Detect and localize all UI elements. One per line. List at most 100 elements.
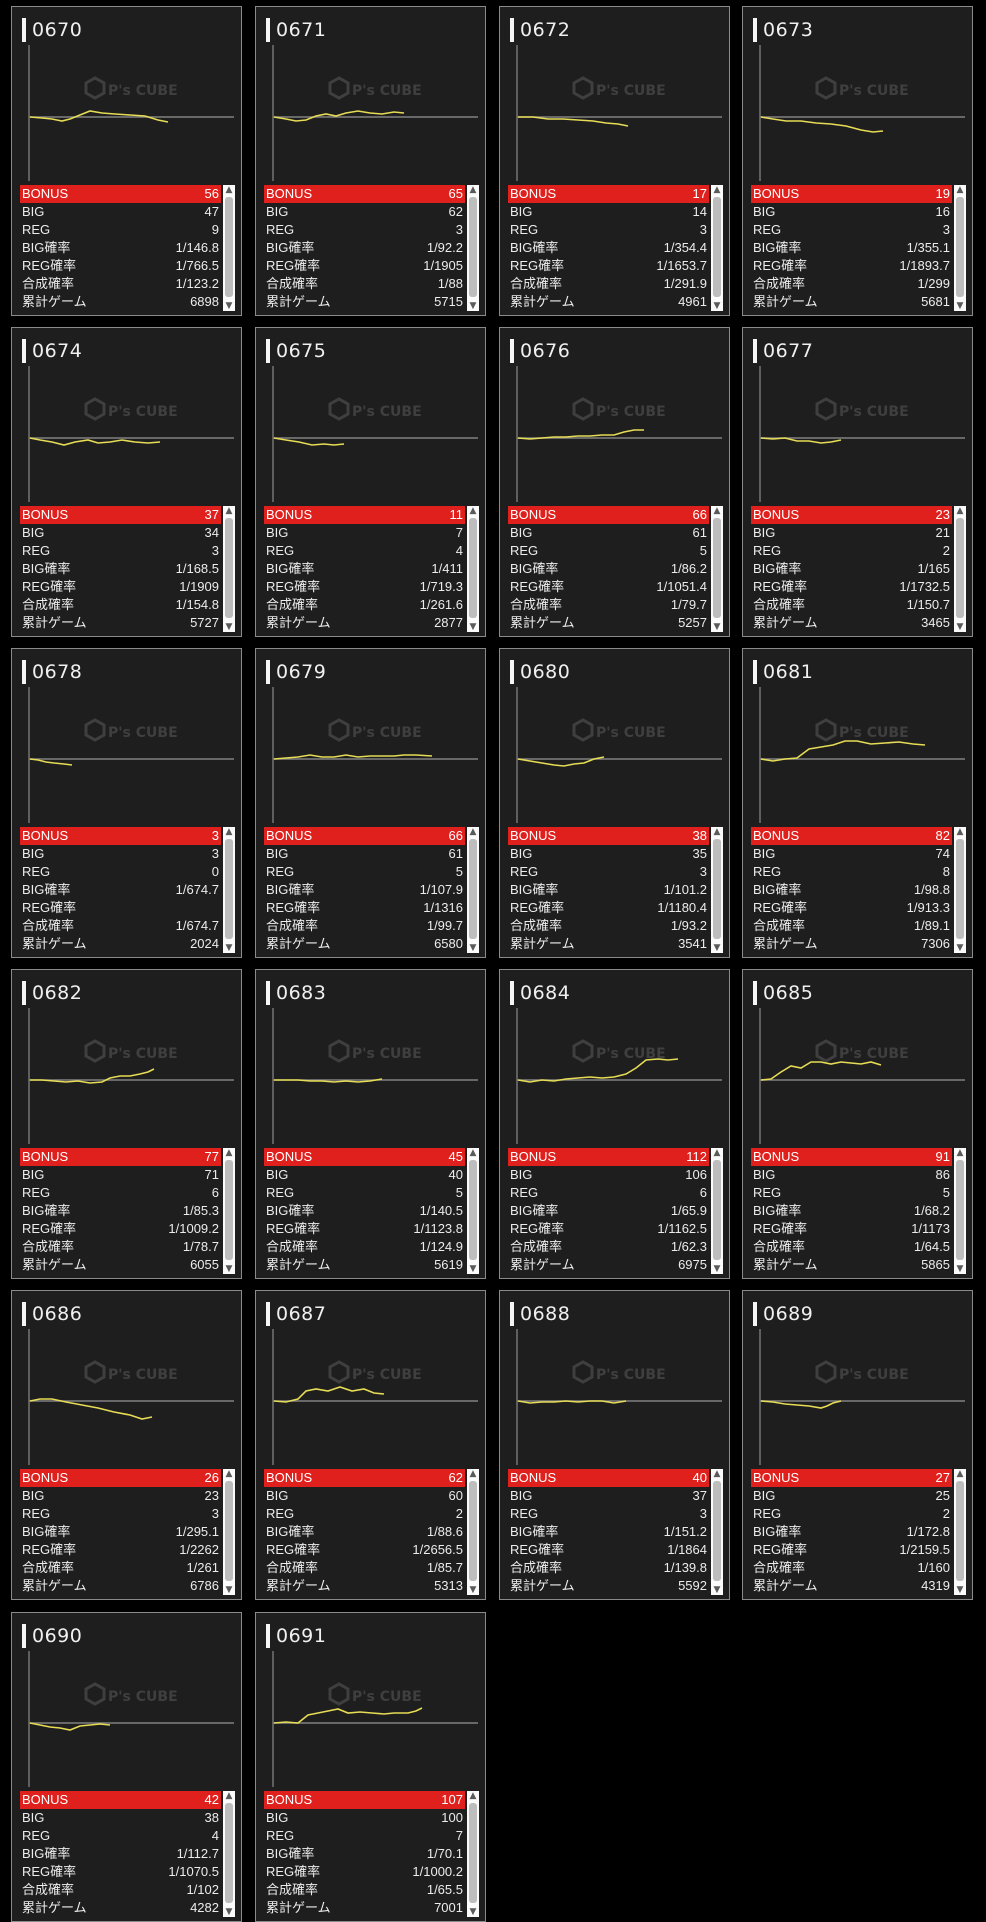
scroll-down-icon[interactable]: ▼ <box>469 622 477 632</box>
machine-number[interactable]: 0686 <box>32 1303 83 1325</box>
scroll-down-icon[interactable]: ▼ <box>713 622 721 632</box>
scroll-thumb[interactable] <box>225 1803 233 1903</box>
machine-number[interactable]: 0683 <box>276 982 327 1004</box>
stats-table[interactable]: BONUS 26 BIG 23 REG 3 BIG確率 1/295.1 REG確率 1/2262 合… <box>20 1469 221 1595</box>
stats-table[interactable]: BONUS 45 BIG 40 REG 5 BIG確率 1/140.5 REG確率 1/1123.… <box>264 1148 465 1274</box>
machine-card[interactable]: 0675 P's CUBE BONUS 11 BIG 7 REG 4 BIG確率 1/411 REG… <box>255 327 486 637</box>
machine-card[interactable]: 0684 P's CUBE BONUS 112 BIG 106 REG 6 BIG確率 1/65.… <box>499 969 730 1279</box>
scroll-thumb[interactable] <box>225 1160 233 1260</box>
scroll-down-icon[interactable]: ▼ <box>225 301 233 311</box>
stats-table[interactable]: BONUS 38 BIG 35 REG 3 BIG確率 1/101.2 REG確率 1/1180.… <box>508 827 709 953</box>
scroll-thumb[interactable] <box>713 1481 721 1581</box>
machine-number[interactable]: 0690 <box>32 1625 83 1647</box>
scroll-thumb[interactable] <box>713 839 721 939</box>
scroll-down-icon[interactable]: ▼ <box>956 622 964 632</box>
scroll-thumb[interactable] <box>225 518 233 618</box>
scroll-down-icon[interactable]: ▼ <box>956 943 964 953</box>
machine-number[interactable]: 0675 <box>276 340 327 362</box>
machine-number[interactable]: 0688 <box>520 1303 571 1325</box>
scroll-down-icon[interactable]: ▼ <box>225 622 233 632</box>
stats-scrollbar[interactable]: ▲ ▼ <box>223 185 235 311</box>
machine-number[interactable]: 0687 <box>276 1303 327 1325</box>
scroll-down-icon[interactable]: ▼ <box>956 1264 964 1274</box>
stats-scrollbar[interactable]: ▲ ▼ <box>223 827 235 953</box>
scroll-thumb[interactable] <box>956 839 964 939</box>
scroll-down-icon[interactable]: ▼ <box>225 1907 233 1917</box>
scroll-thumb[interactable] <box>469 1803 477 1903</box>
scroll-thumb[interactable] <box>956 1481 964 1581</box>
machine-card[interactable]: 0686 P's CUBE BONUS 26 BIG 23 REG 3 BIG確率 1/295.1… <box>11 1290 242 1600</box>
scroll-up-icon[interactable]: ▲ <box>713 827 721 837</box>
scroll-up-icon[interactable]: ▲ <box>225 185 233 195</box>
stats-scrollbar[interactable]: ▲ ▼ <box>954 1148 966 1274</box>
machine-number[interactable]: 0685 <box>763 982 814 1004</box>
scroll-thumb[interactable] <box>469 518 477 618</box>
machine-number[interactable]: 0674 <box>32 340 83 362</box>
stats-scrollbar[interactable]: ▲ ▼ <box>467 1148 479 1274</box>
scroll-up-icon[interactable]: ▲ <box>713 506 721 516</box>
scroll-up-icon[interactable]: ▲ <box>956 1148 964 1158</box>
scroll-up-icon[interactable]: ▲ <box>956 506 964 516</box>
machine-number[interactable]: 0689 <box>763 1303 814 1325</box>
machine-card[interactable]: 0671 P's CUBE BONUS 65 BIG 62 REG 3 BIG確率 1/92.2 R… <box>255 6 486 316</box>
stats-scrollbar[interactable]: ▲ ▼ <box>954 827 966 953</box>
scroll-up-icon[interactable]: ▲ <box>713 1148 721 1158</box>
scroll-down-icon[interactable]: ▼ <box>956 301 964 311</box>
stats-table[interactable]: BONUS 23 BIG 21 REG 2 BIG確率 1/165 REG確率 1/1732.5 合… <box>751 506 952 632</box>
machine-card[interactable]: 0681 P's CUBE BONUS 82 BIG 74 REG 8 BIG確率 1/98.8 R… <box>742 648 973 958</box>
stats-scrollbar[interactable]: ▲ ▼ <box>711 185 723 311</box>
stats-scrollbar[interactable]: ▲ ▼ <box>223 1469 235 1595</box>
stats-table[interactable]: BONUS 91 BIG 86 REG 5 BIG確率 1/68.2 REG確率 1/1173 合成… <box>751 1148 952 1274</box>
machine-card[interactable]: 0676 P's CUBE BONUS 66 BIG 61 REG 5 BIG確率 1/86.2 R… <box>499 327 730 637</box>
stats-scrollbar[interactable]: ▲ ▼ <box>711 827 723 953</box>
machine-number[interactable]: 0673 <box>763 19 814 41</box>
stats-table[interactable]: BONUS 17 BIG 14 REG 3 BIG確率 1/354.4 REG確率 1/1653.… <box>508 185 709 311</box>
stats-scrollbar[interactable]: ▲ ▼ <box>467 827 479 953</box>
scroll-thumb[interactable] <box>225 839 233 939</box>
stats-scrollbar[interactable]: ▲ ▼ <box>954 185 966 311</box>
scroll-thumb[interactable] <box>469 839 477 939</box>
scroll-thumb[interactable] <box>469 197 477 297</box>
stats-scrollbar[interactable]: ▲ ▼ <box>954 1469 966 1595</box>
scroll-up-icon[interactable]: ▲ <box>713 185 721 195</box>
scroll-up-icon[interactable]: ▲ <box>956 185 964 195</box>
scroll-down-icon[interactable]: ▼ <box>225 1264 233 1274</box>
stats-table[interactable]: BONUS 66 BIG 61 REG 5 BIG確率 1/107.9 REG確率 1/1316 合… <box>264 827 465 953</box>
machine-card[interactable]: 0670 P's CUBE BONUS 56 BIG 47 REG 9 BIG確率 1/146.8… <box>11 6 242 316</box>
machine-card[interactable]: 0687 P's CUBE BONUS 62 BIG 60 REG 2 BIG確率 1/88.6 R… <box>255 1290 486 1600</box>
stats-scrollbar[interactable]: ▲ ▼ <box>467 1469 479 1595</box>
scroll-down-icon[interactable]: ▼ <box>225 1585 233 1595</box>
machine-number[interactable]: 0681 <box>763 661 814 683</box>
scroll-up-icon[interactable]: ▲ <box>225 1469 233 1479</box>
stats-table[interactable]: BONUS 107 BIG 100 REG 7 BIG確率 1/70.1 REG確率 1/1000… <box>264 1791 465 1917</box>
machine-card[interactable]: 0691 P's CUBE BONUS 107 BIG 100 REG 7 BIG確率 1/70.… <box>255 1612 486 1922</box>
machine-card[interactable]: 0677 P's CUBE BONUS 23 BIG 21 REG 2 BIG確率 1/165 RE… <box>742 327 973 637</box>
scroll-down-icon[interactable]: ▼ <box>469 301 477 311</box>
scroll-thumb[interactable] <box>956 197 964 297</box>
scroll-down-icon[interactable]: ▼ <box>956 1585 964 1595</box>
stats-table[interactable]: BONUS 112 BIG 106 REG 6 BIG確率 1/65.9 REG確率 1/1162… <box>508 1148 709 1274</box>
scroll-up-icon[interactable]: ▲ <box>469 185 477 195</box>
stats-scrollbar[interactable]: ▲ ▼ <box>711 1469 723 1595</box>
stats-table[interactable]: BONUS 19 BIG 16 REG 3 BIG確率 1/355.1 REG確率 1/1893.… <box>751 185 952 311</box>
machine-card[interactable]: 0672 P's CUBE BONUS 17 BIG 14 REG 3 BIG確率 1/354.4… <box>499 6 730 316</box>
stats-scrollbar[interactable]: ▲ ▼ <box>223 1791 235 1917</box>
stats-scrollbar[interactable]: ▲ ▼ <box>223 506 235 632</box>
machine-card[interactable]: 0690 P's CUBE BONUS 42 BIG 38 REG 4 BIG確率 1/112.7… <box>11 1612 242 1922</box>
scroll-up-icon[interactable]: ▲ <box>469 827 477 837</box>
scroll-up-icon[interactable]: ▲ <box>469 1791 477 1801</box>
scroll-down-icon[interactable]: ▼ <box>713 1264 721 1274</box>
scroll-down-icon[interactable]: ▼ <box>225 943 233 953</box>
machine-number[interactable]: 0680 <box>520 661 571 683</box>
stats-scrollbar[interactable]: ▲ ▼ <box>467 506 479 632</box>
stats-table[interactable]: BONUS 62 BIG 60 REG 2 BIG確率 1/88.6 REG確率 1/2656.5… <box>264 1469 465 1595</box>
machine-number[interactable]: 0671 <box>276 19 327 41</box>
scroll-up-icon[interactable]: ▲ <box>469 1148 477 1158</box>
machine-card[interactable]: 0679 P's CUBE BONUS 66 BIG 61 REG 5 BIG確率 1/107.9… <box>255 648 486 958</box>
stats-scrollbar[interactable]: ▲ ▼ <box>223 1148 235 1274</box>
stats-table[interactable]: BONUS 3 BIG 3 REG 0 BIG確率 1/674.7 REG確率 合成確率 1/674… <box>20 827 221 953</box>
stats-scrollbar[interactable]: ▲ ▼ <box>467 185 479 311</box>
stats-table[interactable]: BONUS 40 BIG 37 REG 3 BIG確率 1/151.2 REG確率 1/1864 合… <box>508 1469 709 1595</box>
machine-card[interactable]: 0680 P's CUBE BONUS 38 BIG 35 REG 3 BIG確率 1/101.2… <box>499 648 730 958</box>
stats-table[interactable]: BONUS 42 BIG 38 REG 4 BIG確率 1/112.7 REG確率 1/1070.… <box>20 1791 221 1917</box>
